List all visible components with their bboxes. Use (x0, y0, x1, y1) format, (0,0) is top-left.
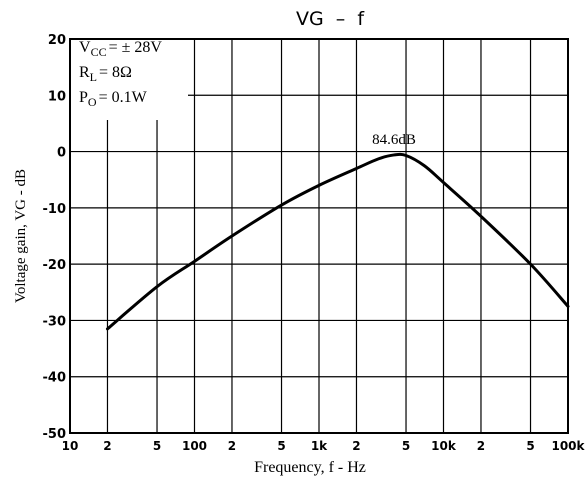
y-axis-label: Voltage gain, VG - dB (13, 169, 29, 303)
x-tick-label: 5 (153, 439, 161, 453)
plot-frame (69, 38, 569, 434)
y-tick-label: -30 (43, 314, 67, 329)
x-tick-label: 5 (402, 439, 410, 453)
x-tick-label: 5 (277, 439, 285, 453)
x-tick-label: 2 (103, 439, 111, 453)
x-tick-label: 100 (182, 439, 207, 453)
condition-line: VCC = ± 28V (79, 39, 162, 59)
y-tick-label: 20 (48, 33, 66, 48)
y-tick-label: -50 (43, 427, 67, 442)
x-tick-label: 2 (352, 439, 360, 453)
series-line (105, 152, 570, 331)
condition-line: RL = 8Ω (79, 64, 132, 84)
x-tick-label: 10 (62, 439, 79, 453)
y-tick-label: -10 (43, 202, 67, 217)
series-layer (105, 152, 570, 331)
chart-title: VG – f (296, 8, 365, 30)
conditions-box: VCC = ± 28V RL = 8Ω PO = 0.1W (71, 39, 188, 120)
y-tick-label: -40 (43, 371, 67, 386)
y-tick-label: -20 (43, 258, 67, 273)
condition-line: PO = 0.1W (79, 89, 148, 109)
x-tick-label: 100k (551, 439, 585, 453)
y-tick-label: 0 (57, 146, 66, 161)
y-tick-labels: 20 10 0 -10 -20 -30 -40 -50 (43, 33, 67, 442)
x-tick-label: 5 (526, 439, 534, 453)
y-tick-label: 10 (48, 89, 66, 104)
x-tick-labels: 10 2 5 100 2 5 1k 2 5 10k 2 5 100k (62, 439, 586, 453)
x-tick-label: 1k (311, 439, 328, 453)
x-tick-label: 2 (477, 439, 485, 453)
plot-border (69, 38, 569, 434)
x-tick-label: 10k (431, 439, 457, 453)
conditions-background (71, 40, 188, 120)
x-axis-label: Frequency, f - Hz (254, 459, 366, 476)
x-tick-label: 2 (228, 439, 236, 453)
peak-annotation: 84.6dB (372, 132, 416, 148)
